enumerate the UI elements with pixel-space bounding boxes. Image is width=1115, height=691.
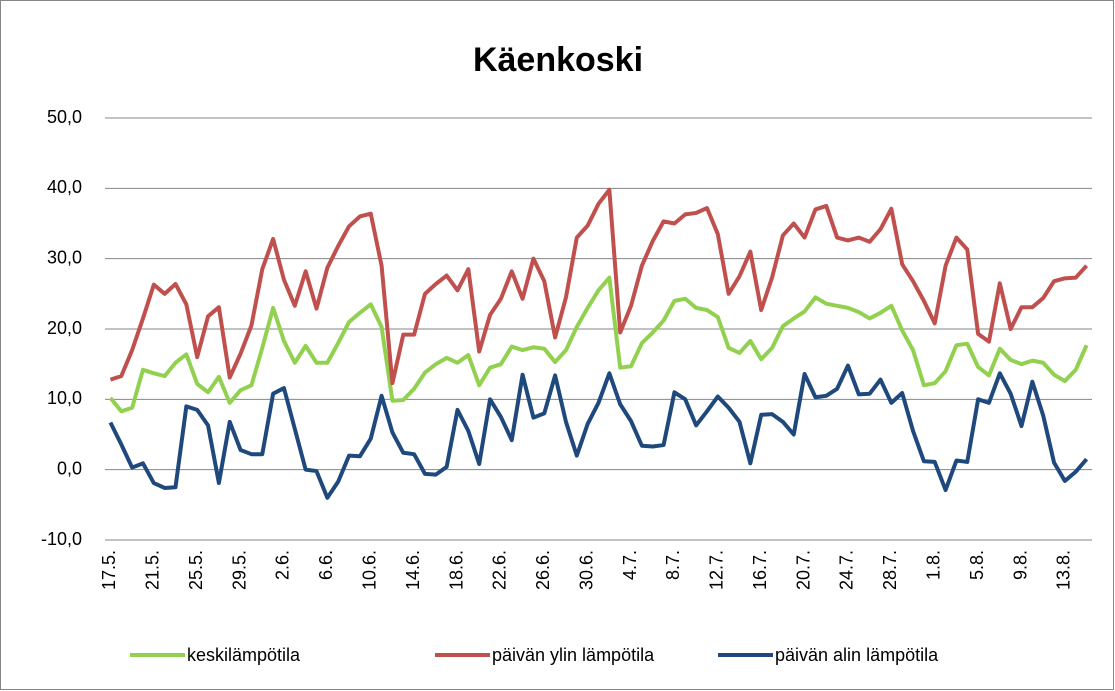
x-tick-label: 26.6. (533, 550, 553, 590)
x-tick-label: 6.6. (316, 550, 336, 580)
x-tick-label: 2.6. (273, 550, 293, 580)
legend-label: keskilämpötila (187, 645, 301, 665)
x-tick-label: 28.7. (880, 550, 900, 590)
x-tick-label: 4.7. (620, 550, 640, 580)
x-tick-label: 13.8. (1054, 550, 1074, 590)
chart-title: Käenkoski (473, 41, 643, 79)
x-tick-label: 14.6. (403, 550, 423, 590)
data-line (108, 363, 1089, 500)
y-tick-label: 20,0 (47, 318, 82, 338)
x-tick-label: 25.5. (186, 550, 206, 590)
legend-label: päivän ylin lämpötila (492, 645, 655, 665)
x-tick-label: 20.7. (793, 550, 813, 590)
y-tick-label: 0,0 (57, 458, 82, 478)
x-tick-label: 16.7. (750, 550, 770, 590)
x-tick-label: 21.5. (143, 550, 163, 590)
x-tick-label: 5.8. (967, 550, 987, 580)
y-tick-label: 10,0 (47, 388, 82, 408)
data-line (109, 187, 1089, 386)
y-tick-label: 40,0 (47, 177, 82, 197)
y-tick-label: 30,0 (47, 247, 82, 267)
x-tick-label: 17.5. (99, 550, 119, 590)
x-tick-label: 8.7. (663, 550, 683, 580)
x-tick-label: 10.6. (359, 550, 379, 590)
x-tick-label: 18.6. (446, 550, 466, 590)
legend-label: päivän alin lämpötila (775, 645, 939, 665)
x-tick-label: 1.8. (923, 550, 943, 580)
x-tick-label: 30.6. (576, 550, 596, 590)
x-tick-label: 22.6. (490, 550, 510, 590)
x-tick-label: 12.7. (707, 550, 727, 590)
x-tick-label: 9.8. (1010, 550, 1030, 580)
y-tick-label: -10,0 (41, 529, 82, 549)
data-line (108, 275, 1089, 414)
y-tick-label: 50,0 (47, 107, 82, 127)
x-tick-label: 29.5. (229, 550, 249, 590)
x-tick-label: 24.7. (837, 550, 857, 590)
